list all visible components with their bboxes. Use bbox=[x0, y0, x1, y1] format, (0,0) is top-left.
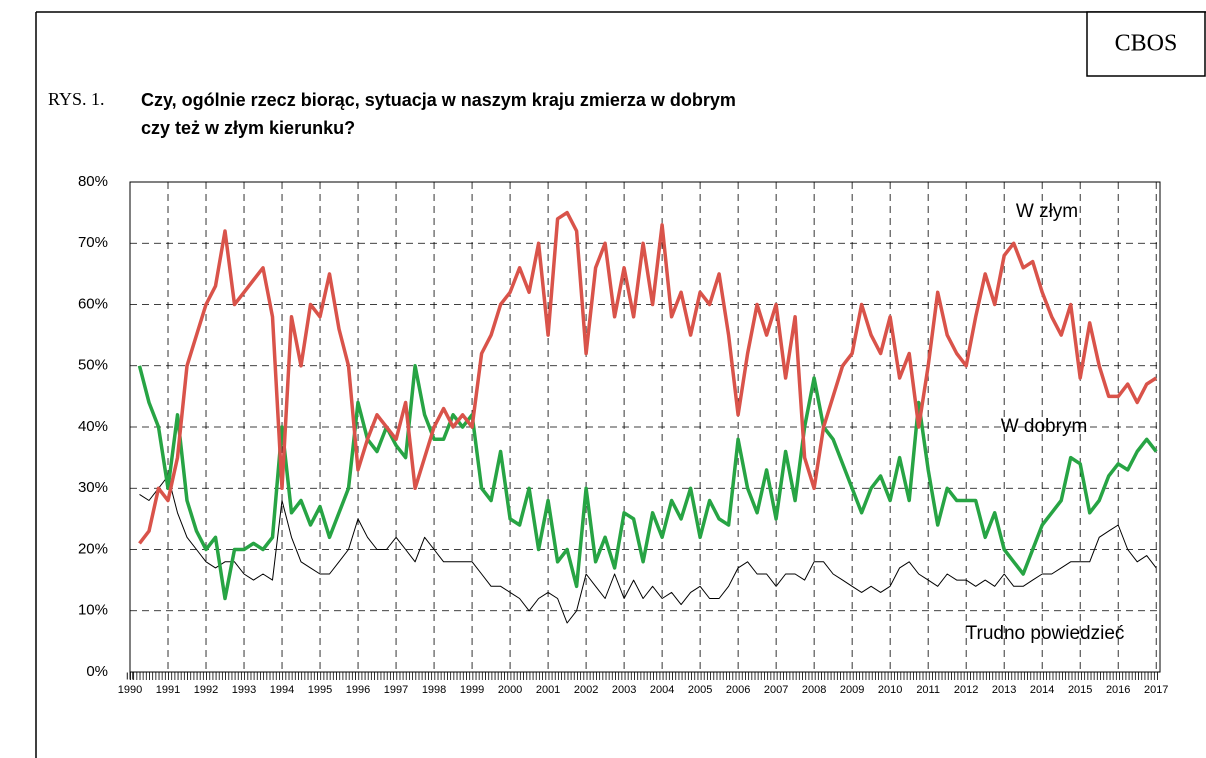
x-tick-label: 2009 bbox=[840, 684, 864, 696]
series-line bbox=[139, 475, 1157, 624]
x-tick-label: 1999 bbox=[460, 684, 484, 696]
series-label: W złym bbox=[1016, 201, 1078, 222]
x-tick-label: 2015 bbox=[1068, 684, 1092, 696]
x-tick-label: 2013 bbox=[992, 684, 1016, 696]
x-tick-label: 1993 bbox=[232, 684, 256, 696]
x-tick-label: 2004 bbox=[650, 684, 674, 696]
brand: CBOS bbox=[1115, 31, 1178, 57]
x-tick-label: 2012 bbox=[954, 684, 978, 696]
y-tick-label: 70% bbox=[78, 234, 108, 251]
series-label: W dobrym bbox=[1001, 416, 1088, 437]
series-label: Trudno powiedzieć bbox=[966, 623, 1125, 644]
x-tick-label: 2014 bbox=[1030, 684, 1054, 696]
y-tick-label: 20% bbox=[78, 540, 108, 557]
x-tick-label: 2010 bbox=[878, 684, 902, 696]
y-tick-label: 60% bbox=[78, 295, 108, 312]
series-line bbox=[138, 210, 1158, 545]
brand-box bbox=[1086, 11, 1206, 77]
title-prefix: RYS. 1. bbox=[48, 89, 105, 109]
title: czy też w złym kierunku? bbox=[141, 118, 355, 138]
month-ticks bbox=[130, 672, 1160, 680]
x-tick-label: 2003 bbox=[612, 684, 636, 696]
x-tick-label: 2011 bbox=[916, 684, 940, 696]
x-tick-label: 1998 bbox=[422, 684, 446, 696]
y-tick-label: 0% bbox=[86, 663, 108, 680]
plot-frame bbox=[129, 181, 1161, 673]
x-tick-label: 2006 bbox=[726, 684, 750, 696]
x-tick-label: 1991 bbox=[156, 684, 180, 696]
x-tick-label: 2007 bbox=[764, 684, 788, 696]
x-tick-label: 1994 bbox=[270, 684, 294, 696]
y-tick-label: 40% bbox=[78, 418, 108, 435]
x-tick-label: 2017 bbox=[1144, 684, 1168, 696]
x-tick-label: 2008 bbox=[802, 684, 826, 696]
x-tick-label: 2016 bbox=[1106, 684, 1130, 696]
y-tick-label: 50% bbox=[78, 357, 108, 374]
x-tick-label: 1990 bbox=[118, 684, 142, 696]
start-label: III bbox=[126, 672, 134, 683]
x-tick-label: 1995 bbox=[308, 684, 332, 696]
x-tick-label: 2002 bbox=[574, 684, 598, 696]
y-tick-label: 80% bbox=[78, 173, 108, 190]
title: Czy, ogólnie rzecz biorąc, sytuacja w na… bbox=[141, 90, 736, 110]
y-tick-label: 30% bbox=[78, 479, 108, 496]
x-tick-label: 1992 bbox=[194, 684, 218, 696]
x-tick-label: 1997 bbox=[384, 684, 408, 696]
x-tick-label: 2000 bbox=[498, 684, 522, 696]
x-tick-label: 1996 bbox=[346, 684, 370, 696]
x-tick-label: 2005 bbox=[688, 684, 712, 696]
y-tick-label: 10% bbox=[78, 602, 108, 619]
series-line bbox=[137, 364, 1158, 601]
x-tick-label: 2001 bbox=[536, 684, 560, 696]
